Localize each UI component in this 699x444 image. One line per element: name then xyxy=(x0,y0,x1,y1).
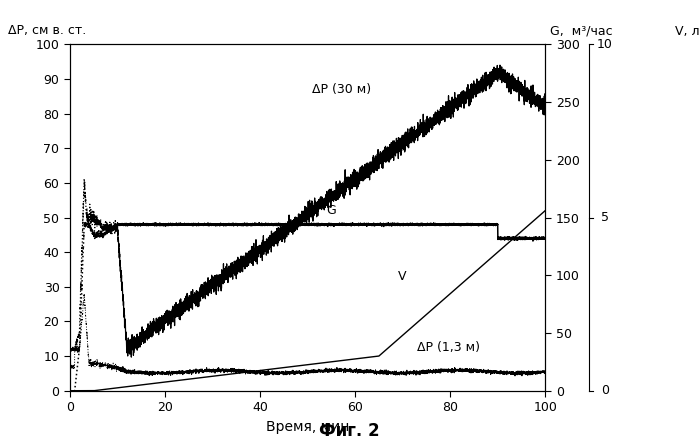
Text: ΔP (30 м): ΔP (30 м) xyxy=(312,83,371,96)
Text: 0: 0 xyxy=(600,384,609,397)
Text: 10: 10 xyxy=(597,38,612,51)
Text: G,  м³/час: G, м³/час xyxy=(550,24,612,37)
Text: Фиг. 2: Фиг. 2 xyxy=(319,421,380,440)
Text: V: V xyxy=(398,270,406,283)
X-axis label: Время, мин: Время, мин xyxy=(266,420,350,434)
Text: ΔP (1,3 м): ΔP (1,3 м) xyxy=(417,341,480,354)
Text: G: G xyxy=(326,204,336,217)
Text: ΔP, см в. ст.: ΔP, см в. ст. xyxy=(8,24,87,37)
Text: V, л: V, л xyxy=(675,25,699,38)
Text: 5: 5 xyxy=(600,211,609,224)
